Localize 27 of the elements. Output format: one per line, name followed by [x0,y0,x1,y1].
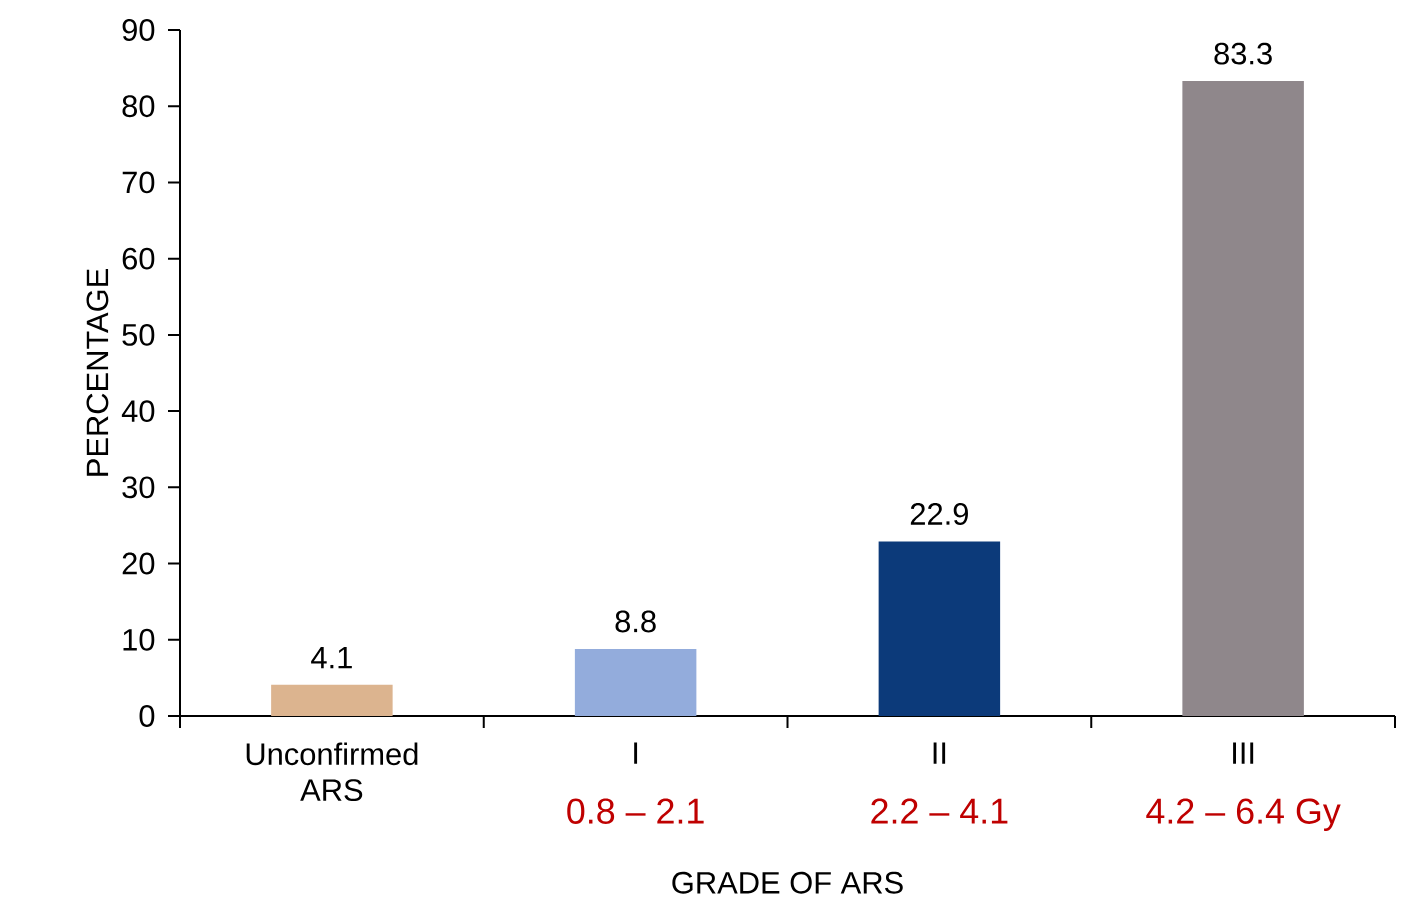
y-tick-label: 30 [122,476,155,499]
y-tick-label: 50 [122,323,155,346]
data-label: 4.1 [311,647,352,669]
data-label: 22.9 [910,503,968,525]
bar [574,648,697,716]
text: 0.8 – 2.1 [567,798,704,824]
text: 2.2 – 4.1 [871,798,1008,824]
text: 4.2 – 6.4 Gy [1146,798,1341,831]
data-label: 83.3 [1214,42,1272,65]
bar [1182,81,1304,716]
y-tick-label: 70 [122,171,155,194]
bar [878,541,1001,716]
x-axis-title: GRADE OF ARS [672,871,903,894]
y-tick-label: 60 [122,247,155,270]
y-axis-title: PERCENTAGE [86,269,109,476]
y-tick-label: 90 [122,19,155,41]
y-tick-label: 20 [122,552,155,575]
x-tick-label: III [1233,742,1254,764]
bar [271,684,393,716]
y-tick-label: 0 [139,705,155,727]
x-tick-label: II [933,742,946,764]
y-tick-label: 80 [122,95,155,118]
y-tick-label: 10 [123,628,155,651]
x-tick-label: I [634,742,638,764]
y-tick-label: 40 [121,400,155,423]
x-tick-label: Unconfirmed ARS [246,742,418,802]
data-label: 8.8 [615,610,656,633]
